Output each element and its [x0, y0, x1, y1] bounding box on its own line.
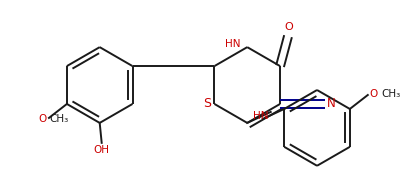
Text: S: S — [203, 98, 211, 110]
Text: CH₃: CH₃ — [382, 89, 401, 99]
Text: O: O — [285, 22, 293, 32]
Text: N: N — [327, 98, 336, 110]
Text: O: O — [370, 89, 378, 99]
Text: HN: HN — [253, 111, 269, 121]
Text: HN: HN — [225, 39, 241, 49]
Text: O: O — [39, 114, 47, 124]
Text: CH₃: CH₃ — [49, 114, 68, 124]
Text: OH: OH — [94, 145, 110, 155]
